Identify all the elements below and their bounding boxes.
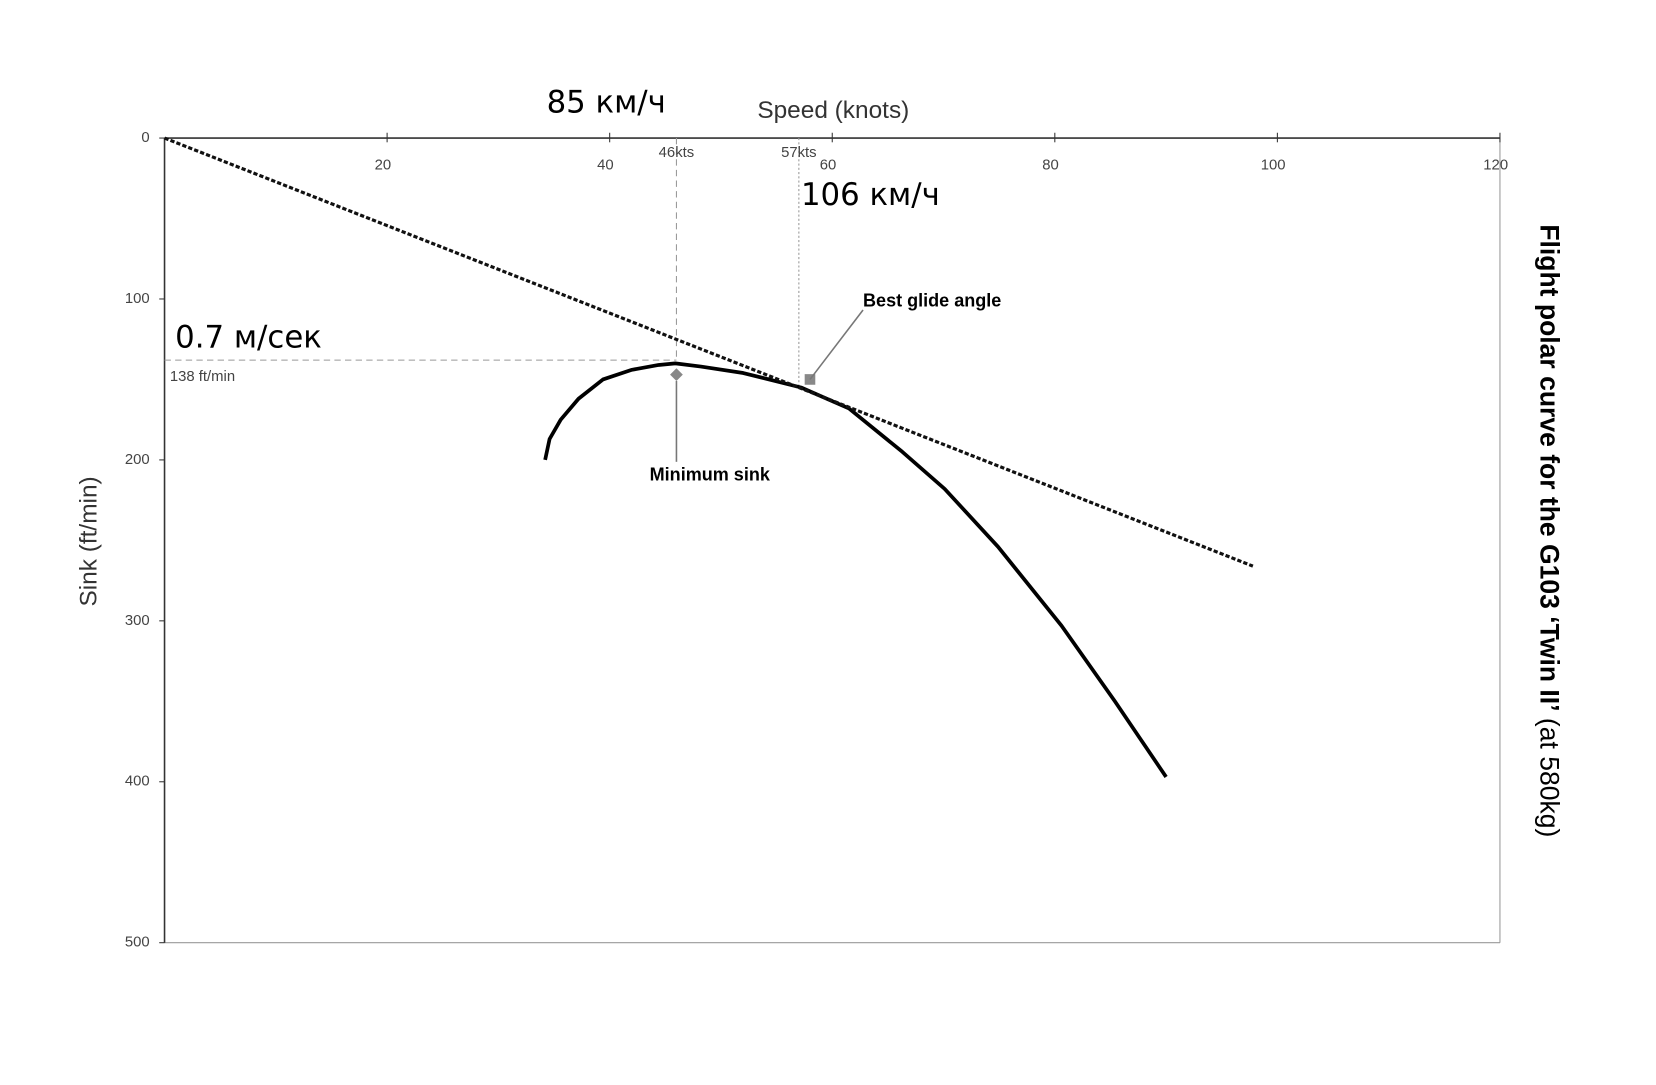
line: [543, 361, 1168, 778]
guide-note: 85 км/ч: [547, 85, 666, 121]
y-tick-label: 200: [125, 452, 150, 468]
marker-label: Best glide angle: [863, 290, 1001, 310]
x-tick-label: 20: [375, 158, 392, 174]
x-tick-label: 40: [597, 158, 614, 174]
guide-note: 106 км/ч: [801, 177, 940, 213]
guide-label: 57kts: [781, 145, 817, 161]
y-tick-label: 0: [141, 130, 149, 146]
guide-label: 138 ft/min: [170, 369, 235, 385]
y-axis-label: Sink (ft/min): [76, 476, 103, 606]
y-tick-label: 400: [125, 774, 150, 790]
y-tick-label: 500: [125, 935, 150, 951]
x-axis-label: Speed (knots): [757, 97, 909, 124]
y-tick-label: 300: [125, 613, 150, 629]
guide-label: 46kts: [659, 145, 695, 161]
title: Flight polar curve for the G103 ‘Twin II…: [1535, 224, 1565, 711]
x-tick-label: 120: [1483, 158, 1508, 174]
marker-label: Minimum sink: [650, 464, 771, 484]
subtitle: (at 580kg): [1535, 718, 1565, 837]
x-tick-label: 60: [820, 158, 837, 174]
guide-note: 0.7 м/сек: [175, 319, 322, 355]
chart-title: Flight polar curve for the G103 ‘Twin II…: [1535, 224, 1565, 837]
line: [163, 136, 1254, 568]
y-tick-label: 100: [125, 291, 150, 307]
marker: [670, 368, 683, 381]
x-tick-label: 80: [1042, 158, 1059, 174]
x-tick-label: 100: [1261, 158, 1286, 174]
leader-line: [809, 309, 864, 380]
